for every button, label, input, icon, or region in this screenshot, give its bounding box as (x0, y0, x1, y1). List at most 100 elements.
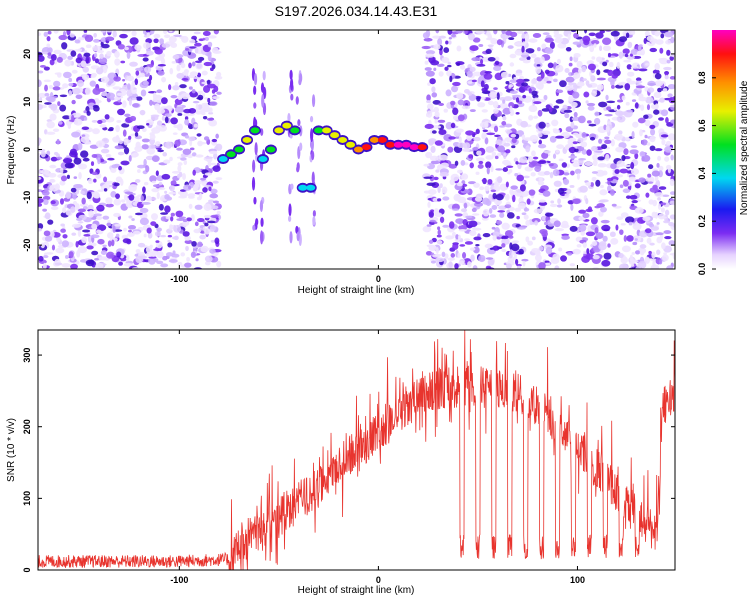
noise-blob (666, 59, 671, 64)
noise-blob (178, 216, 186, 219)
noise-blob (121, 30, 132, 33)
noise-blob (191, 61, 196, 67)
noise-blob (184, 70, 189, 77)
noise-blob (665, 164, 672, 170)
noise-blob (610, 30, 620, 37)
noise-blob (555, 150, 559, 153)
noise-blob (569, 56, 573, 62)
noise-blob (42, 195, 51, 201)
noise-blob (122, 79, 126, 82)
noise-blob (186, 257, 191, 262)
noise-blob (563, 178, 570, 185)
noise-blob (520, 190, 530, 197)
noise-blob (487, 100, 495, 106)
noise-blob (560, 255, 567, 262)
noise-blob (207, 220, 216, 224)
noise-blob (199, 234, 206, 240)
noise-blob (212, 165, 221, 173)
noise-blob (561, 162, 568, 168)
noise-blob (46, 36, 51, 42)
noise-blob (595, 32, 604, 39)
noise-blob (618, 36, 628, 43)
noise-blob (619, 184, 624, 189)
noise-blob (568, 95, 574, 102)
noise-blob (609, 231, 616, 238)
noise-blob (514, 49, 524, 56)
noise-blob (464, 89, 470, 94)
noise-blob (431, 125, 442, 129)
noise-blob (59, 104, 67, 112)
noise-blob (542, 32, 550, 36)
noise-blob (204, 222, 209, 227)
noise-blob (471, 207, 477, 213)
noise-blob (99, 124, 107, 128)
noise-blob (545, 262, 551, 266)
noise-blob (639, 151, 646, 157)
noise-blob (482, 197, 490, 205)
noise-blob (38, 79, 42, 88)
noise-blob (523, 207, 530, 212)
noise-blob (505, 181, 509, 188)
noise-blob (126, 232, 135, 237)
noise-blob (66, 174, 70, 179)
noise-blob (558, 158, 564, 162)
noise-blob (456, 182, 463, 187)
noise-blob (669, 214, 675, 220)
noise-blob (110, 97, 115, 101)
noise-blob (135, 141, 141, 149)
streak-blob (296, 162, 300, 171)
noise-blob (427, 201, 431, 209)
noise-blob (111, 164, 119, 169)
noise-blob (436, 234, 442, 238)
noise-blob (170, 212, 175, 217)
noise-blob (196, 133, 202, 137)
noise-blob (639, 244, 647, 249)
noise-blob (197, 90, 204, 95)
noise-blob (654, 192, 664, 198)
noise-blob (515, 192, 522, 197)
noise-blob (128, 224, 137, 230)
noise-blob (544, 37, 554, 43)
noise-blob (172, 54, 180, 60)
noise-blob (659, 57, 669, 65)
noise-blob (626, 235, 634, 242)
noise-blob (42, 208, 47, 212)
noise-blob (208, 107, 213, 113)
noise-blob (494, 155, 499, 160)
noise-blob (461, 173, 469, 180)
noise-blob (665, 140, 671, 146)
noise-blob (560, 224, 570, 229)
noise-blob (100, 148, 110, 154)
spectrogram-ytick-label: -20 (22, 239, 32, 252)
noise-blob (481, 179, 486, 182)
noise-blob (553, 78, 558, 83)
noise-blob (189, 147, 195, 151)
noise-blob (601, 224, 611, 232)
noise-blob (470, 254, 475, 262)
noise-blob (538, 177, 543, 183)
noise-blob (450, 100, 456, 106)
noise-blob (586, 102, 596, 107)
noise-blob (625, 195, 631, 199)
noise-blob (444, 66, 449, 71)
streak-blob (288, 215, 292, 222)
noise-blob (510, 185, 519, 190)
noise-blob (479, 186, 485, 191)
noise-blob (133, 230, 141, 235)
noise-blob (669, 104, 675, 108)
noise-blob (190, 251, 197, 258)
noise-blob (568, 62, 573, 67)
noise-blob (107, 157, 115, 161)
noise-blob (433, 44, 441, 50)
noise-blob (493, 87, 498, 91)
noise-blob (602, 45, 611, 52)
noise-blob (467, 33, 475, 41)
noise-blob (71, 131, 81, 138)
noise-blob (607, 52, 612, 58)
ridge-point (306, 184, 316, 191)
noise-blob (212, 96, 220, 100)
noise-blob (598, 138, 603, 144)
noise-blob (149, 175, 157, 183)
noise-blob (430, 160, 441, 165)
